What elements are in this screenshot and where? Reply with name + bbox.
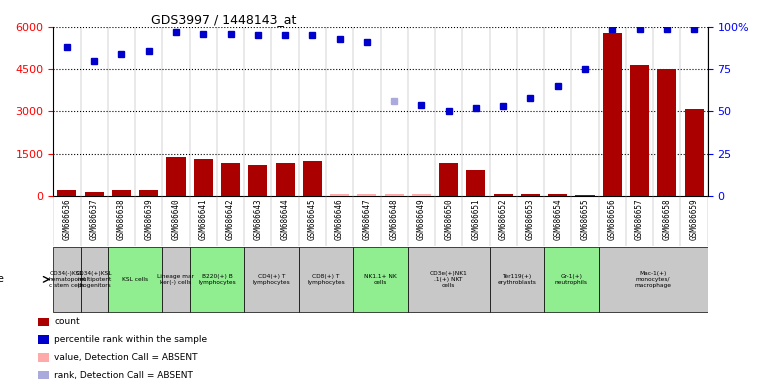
Text: GSM686659: GSM686659 [689,199,699,240]
Bar [162,247,189,312]
Text: GSM686648: GSM686648 [390,199,399,240]
Text: GSM686638: GSM686638 [117,199,126,240]
Text: Gr-1(+)
neutrophils: Gr-1(+) neutrophils [555,274,588,285]
Text: GSM686643: GSM686643 [253,199,263,240]
Bar [38,371,49,379]
Bar [466,170,486,196]
Text: percentile rank within the sample: percentile rank within the sample [54,335,207,344]
Bar [685,109,704,196]
Bar [81,247,108,312]
Bar [439,162,458,196]
Bar [544,247,599,312]
Bar [275,164,295,196]
Bar [189,247,244,312]
Text: value, Detection Call = ABSENT: value, Detection Call = ABSENT [54,353,198,362]
Bar [194,159,213,196]
Text: GSM686653: GSM686653 [526,199,535,240]
Bar [139,190,158,196]
Bar [84,192,103,196]
Text: GSM686637: GSM686637 [90,199,99,240]
Bar [112,190,131,196]
Bar [221,164,240,196]
Text: CD4(+) T
lymphocytes: CD4(+) T lymphocytes [253,274,290,285]
Bar [358,194,377,196]
Text: Ter119(+)
erythroblasts: Ter119(+) erythroblasts [498,274,537,285]
Bar [167,157,186,196]
Text: rank, Detection Call = ABSENT: rank, Detection Call = ABSENT [54,371,193,380]
Text: GSM686641: GSM686641 [199,199,208,240]
Text: CD3e(+)NK1
.1(+) NKT
cells: CD3e(+)NK1 .1(+) NKT cells [430,271,467,288]
Text: count: count [54,317,80,326]
Text: GSM686645: GSM686645 [308,199,317,240]
Text: Lineage mar
ker(-) cells: Lineage mar ker(-) cells [158,274,195,285]
Text: KSL cells: KSL cells [122,277,148,282]
Bar [630,65,649,196]
Text: Mac-1(+)
monocytes/
macrophage: Mac-1(+) monocytes/ macrophage [635,271,672,288]
Text: GSM686656: GSM686656 [608,199,616,240]
Bar [603,33,622,196]
Bar [575,195,594,196]
Bar [489,247,544,312]
Bar [38,335,49,344]
Bar [303,161,322,196]
Bar [57,190,76,196]
Bar [38,353,49,362]
Bar [248,166,267,196]
Text: GSM686649: GSM686649 [417,199,426,240]
Bar [494,194,513,196]
Text: GSM686639: GSM686639 [145,199,153,240]
Bar [38,318,49,326]
Bar [408,247,489,312]
Text: GSM686650: GSM686650 [444,199,453,240]
Text: GSM686657: GSM686657 [635,199,644,240]
Text: GSM686652: GSM686652 [498,199,508,240]
Text: GSM686647: GSM686647 [362,199,371,240]
Text: GSM686651: GSM686651 [472,199,480,240]
Text: GSM686640: GSM686640 [171,199,180,240]
Bar [599,247,708,312]
Text: GSM686642: GSM686642 [226,199,235,240]
Bar [330,194,349,196]
Text: GDS3997 / 1448143_at: GDS3997 / 1448143_at [151,13,297,26]
Bar [521,194,540,196]
Text: NK1.1+ NK
cells: NK1.1+ NK cells [364,274,397,285]
Bar [384,194,403,196]
Text: GSM686646: GSM686646 [335,199,344,240]
Text: GSM686654: GSM686654 [553,199,562,240]
Text: CD8(+) T
lymphocytes: CD8(+) T lymphocytes [307,274,345,285]
Bar [244,247,299,312]
Text: GSM686644: GSM686644 [281,199,289,240]
Text: GSM686655: GSM686655 [581,199,590,240]
Bar [353,247,408,312]
Text: CD34(+)KSL
multipotent
progenitors: CD34(+)KSL multipotent progenitors [76,271,113,288]
Bar [412,194,431,196]
Text: GSM686636: GSM686636 [62,199,72,240]
Text: GSM686658: GSM686658 [662,199,671,240]
Bar [108,247,162,312]
Text: B220(+) B
lymphocytes: B220(+) B lymphocytes [198,274,236,285]
Text: CD34(-)KSL
hematopoiet
c stem cells: CD34(-)KSL hematopoiet c stem cells [48,271,86,288]
Bar [658,69,677,196]
Bar [53,247,81,312]
Bar [298,247,353,312]
Text: cell type: cell type [0,274,4,285]
Bar [548,194,567,196]
